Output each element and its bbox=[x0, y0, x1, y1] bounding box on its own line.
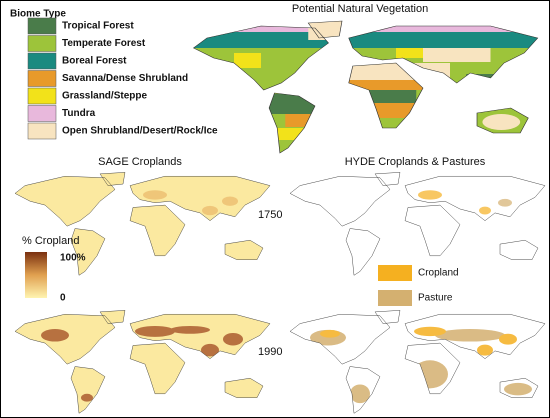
scale-title: % Cropland bbox=[22, 235, 79, 247]
scale-max-label: 100% bbox=[60, 253, 86, 264]
map-title: Potential Natural Vegetation bbox=[292, 3, 428, 15]
hyde-legend: Cropland Pasture bbox=[378, 265, 459, 306]
scale-min-label: 0 bbox=[60, 293, 66, 304]
legend-label: Temperate Forest bbox=[62, 38, 146, 49]
legend-swatch bbox=[378, 290, 412, 306]
legend-swatch bbox=[378, 265, 412, 281]
legend-swatch bbox=[27, 52, 57, 70]
year-label: 1750 bbox=[258, 209, 282, 221]
hyde-1990-map bbox=[289, 309, 546, 414]
legend-label: Grassland/Steppe bbox=[62, 91, 147, 102]
legend-swatch bbox=[27, 17, 57, 35]
sage-1990-map bbox=[14, 309, 271, 414]
legend-title: Biome Type bbox=[10, 9, 66, 20]
vegetation-map bbox=[192, 20, 539, 154]
biome-legend: Tropical Forest Temperate Forest Boreal Fo… bbox=[27, 17, 218, 140]
legend-swatch bbox=[27, 70, 57, 87]
year-label: 1990 bbox=[258, 346, 282, 358]
legend-swatch bbox=[27, 105, 57, 122]
legend-label: Tropical Forest bbox=[62, 21, 134, 32]
legend-label: Savanna/Dense Shrubland bbox=[62, 73, 188, 84]
legend-label: Tundra bbox=[62, 108, 96, 119]
legend-label: Open Shrubland/Desert/Rock/Ice bbox=[62, 126, 218, 137]
legend-swatch bbox=[27, 87, 57, 105]
legend-label: Boreal Forest bbox=[62, 56, 127, 67]
legend-label: Pasture bbox=[418, 293, 453, 304]
legend-swatch bbox=[27, 35, 57, 52]
panel-title: SAGE Croplands bbox=[98, 156, 182, 168]
color-scale bbox=[25, 252, 47, 298]
legend-swatch bbox=[27, 122, 57, 140]
hyde-1750-map bbox=[289, 171, 546, 276]
sage-1750-map bbox=[14, 171, 271, 276]
legend-label: Cropland bbox=[418, 268, 459, 279]
panel-title: HYDE Croplands & Pastures bbox=[345, 156, 486, 168]
